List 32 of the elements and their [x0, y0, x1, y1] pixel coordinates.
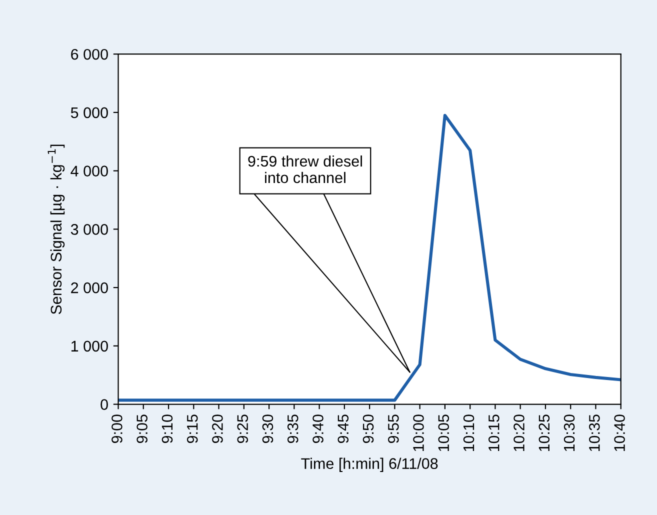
- x-axis-title: Time [h:min] 6/11/08: [301, 458, 438, 472]
- x-tick-label: 10:40: [614, 414, 625, 452]
- y-tick-label: 4 000: [70, 166, 108, 176]
- y-tick-label: 0: [100, 399, 108, 410]
- y-tick-label: 6 000: [71, 48, 108, 60]
- y-tick-label: 5 000: [70, 107, 108, 118]
- line-series: [118, 114, 621, 402]
- x-tick-label: 9:05: [136, 414, 148, 444]
- x-tick-label: 9:45: [338, 414, 349, 444]
- x-tick-label: 9:30: [262, 414, 274, 444]
- x-tick-label: 10:10: [463, 414, 474, 452]
- x-tick-label: 10:20: [514, 414, 524, 452]
- x-tick-label: 9:20: [212, 414, 223, 444]
- x-tick-label: 9:00: [112, 414, 122, 444]
- x-tick-label: 10:35: [589, 414, 600, 452]
- y-tick-label: 1 000: [71, 340, 108, 352]
- x-tick-label: 9:50: [362, 414, 374, 444]
- x-tick-label: 9:10: [162, 414, 173, 444]
- x-tick-label: 10:30: [564, 414, 575, 452]
- x-tick-label: 10:00: [413, 414, 424, 452]
- y-tick-label: 2 000: [71, 282, 108, 294]
- x-tick-label: 9:25: [237, 414, 248, 444]
- x-tick-label: 10:25: [538, 414, 550, 452]
- x-tick-label: 10:05: [438, 414, 450, 452]
- x-tick-label: 9:15: [186, 414, 198, 444]
- y-axis-title: Sensor Signal [µg · kg$^{−1}$]: [48, 144, 65, 314]
- x-tick-label: 9:35: [287, 414, 298, 444]
- x-tick-label: 9:55: [388, 414, 399, 444]
- x-tick-label: 9:40: [312, 414, 324, 444]
- y-tick-label: 3 000: [70, 224, 108, 235]
- annotation: 9:59 threw diesel into channel: [248, 155, 362, 184]
- x-tick-label: 10:15: [488, 414, 500, 452]
